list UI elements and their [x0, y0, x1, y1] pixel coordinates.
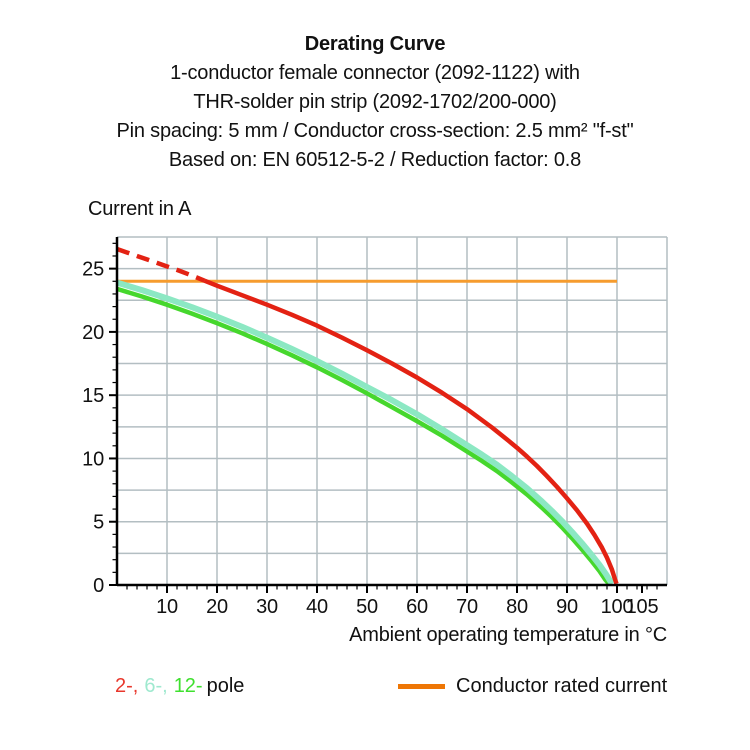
rated-current-label: Conductor rated current: [456, 674, 668, 697]
grid-layer: [117, 236, 668, 585]
y-tick-label: 10: [82, 448, 104, 470]
legend-poles: 2-, 6-, 12- pole: [115, 671, 244, 701]
series-12-pole: [116, 286, 611, 586]
chart-subtitle-line-4: Based on: EN 60512-5-2 / Reduction facto…: [168, 149, 582, 171]
x-tick-label: 105: [626, 596, 659, 618]
chart-title: Derating Curve: [304, 33, 446, 55]
y-tick-label: 15: [82, 385, 104, 407]
x-axis-title: Ambient operating temperature in °C: [349, 624, 667, 646]
chart-subtitle-line-2: THR-solder pin strip (2092-1702/200-000): [193, 91, 557, 113]
x-tick-label: 30: [256, 596, 278, 618]
series-layer: [116, 246, 619, 586]
x-tick-label: 20: [206, 596, 228, 618]
series-6-pole: [116, 279, 615, 586]
x-tick-label: 80: [506, 596, 528, 618]
legend-pole-2: 2-,: [115, 674, 139, 697]
series-2-pole: [203, 278, 619, 585]
legend: 2-, 6-, 12- pole Conductor rated current: [0, 671, 750, 701]
series-2-pole-dashed: [116, 246, 206, 283]
x-tick-label: 70: [456, 596, 478, 618]
chart-subtitle-line-3: Pin spacing: 5 mm / Conductor cross-sect…: [116, 120, 634, 142]
x-tick-label: 60: [406, 596, 428, 618]
y-tick-label: 5: [93, 512, 104, 534]
rated-current-swatch: [398, 683, 445, 689]
y-tick-label: 0: [93, 575, 104, 597]
x-tick-label: 50: [356, 596, 378, 618]
title-block: Derating Curve 1-conductor female connec…: [0, 30, 750, 175]
y-tick-label: 20: [82, 322, 104, 344]
legend-pole-suffix: pole: [206, 674, 245, 697]
y-axis-title: Current in A: [88, 198, 192, 220]
legend-pole-6: 6-,: [144, 674, 168, 697]
legend-pole-12: 12-: [173, 674, 203, 697]
x-tick-label: 40: [306, 596, 328, 618]
x-tick-label: 10: [156, 596, 178, 618]
legend-rated: Conductor rated current: [398, 671, 667, 701]
y-tick-label: 25: [82, 259, 104, 281]
chart-subtitle-line-1: 1-conductor female connector (2092-1122)…: [170, 62, 580, 84]
x-tick-label: 90: [556, 596, 578, 618]
x-tick-label: 100: [601, 596, 634, 618]
